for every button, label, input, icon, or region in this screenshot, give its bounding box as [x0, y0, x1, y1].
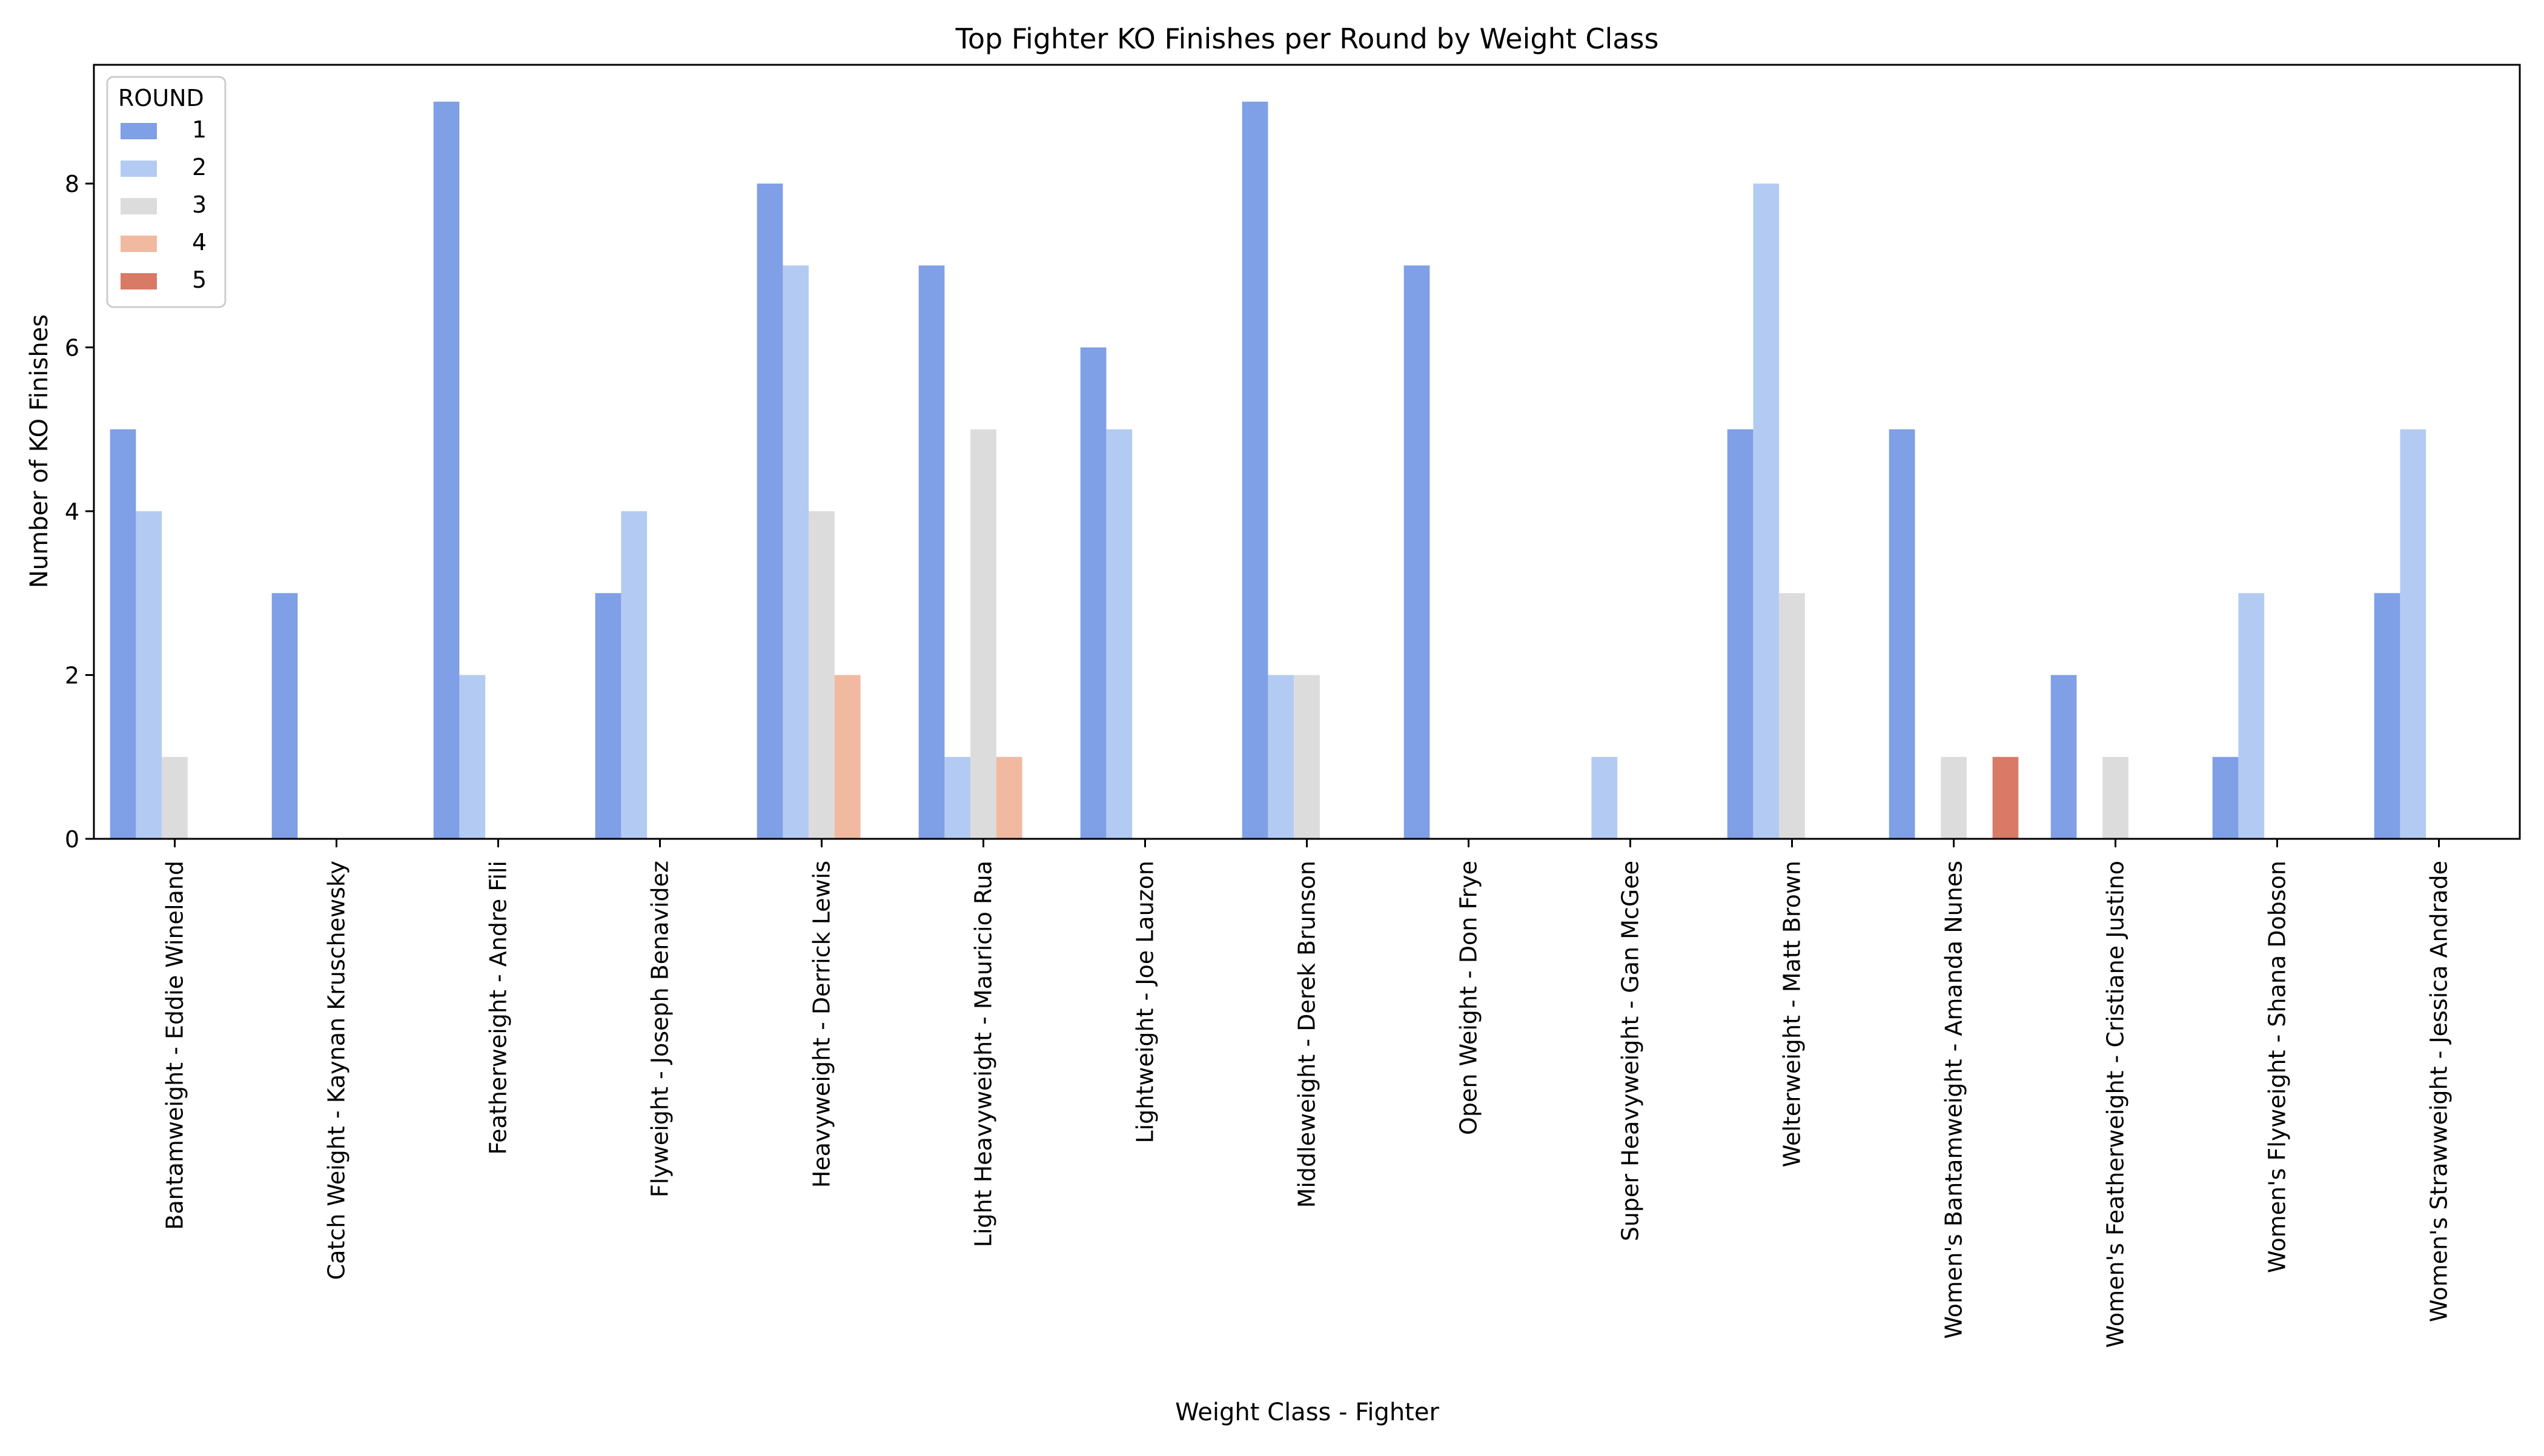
y-axis: 0 2 4 6 8 [65, 171, 94, 853]
legend-swatch-round-5 [121, 273, 157, 290]
bar-round-2-cat-5 [944, 756, 971, 839]
bar-round-1-cat-10 [1727, 429, 1754, 839]
bar-round-2-cat-0 [136, 511, 162, 839]
bar-round-1-cat-1 [271, 593, 298, 839]
x-axis-label: Weight Class - Fighter [1175, 1398, 1439, 1426]
x-tick-label: Super Heavyweight - Gan McGee [1617, 861, 1644, 1241]
bar-round-1-cat-14 [2374, 593, 2400, 839]
y-tick-label: 0 [65, 826, 79, 853]
bar-round-2-cat-2 [459, 675, 486, 839]
bar-round-1-cat-2 [433, 101, 460, 839]
y-axis-label: Number of KO Finishes [25, 314, 53, 588]
x-tick-label: Women's Bantamweight - Amanda Nunes [1941, 861, 1967, 1339]
bar-round-4-cat-5 [996, 756, 1022, 839]
bar-round-1-cat-13 [2212, 756, 2239, 839]
x-tick-label: Welterweight - Matt Brown [1779, 861, 1806, 1167]
bar-round-2-cat-14 [2400, 429, 2426, 839]
x-tick-label: Bantamweight - Eddie Wineland [162, 861, 188, 1230]
x-tick-label: Flyweight - Joseph Benavidez [647, 861, 674, 1197]
legend-label-round-1: 1 [192, 116, 207, 143]
bars-group [110, 101, 2426, 839]
bar-round-4-cat-4 [834, 675, 861, 839]
bar-round-3-cat-0 [162, 756, 188, 839]
legend-label-round-4: 4 [192, 229, 207, 256]
legend-label-round-5: 5 [192, 266, 207, 293]
bar-round-3-cat-5 [970, 429, 996, 839]
y-tick-label: 8 [65, 171, 79, 197]
bar-round-1-cat-8 [1403, 265, 1430, 839]
bar-round-1-cat-5 [918, 265, 945, 839]
bar-round-2-cat-4 [783, 265, 809, 839]
x-tick-label: Catch Weight - Kaynan Kruschewsky [323, 861, 350, 1280]
bar-round-1-cat-7 [1242, 101, 1268, 839]
legend-swatch-round-2 [121, 160, 157, 177]
x-tick-label: Open Weight - Don Frye [1456, 861, 1482, 1135]
bar-round-3-cat-4 [809, 511, 835, 839]
bar-round-1-cat-11 [1889, 429, 1915, 839]
legend-label-round-2: 2 [192, 154, 207, 180]
legend-swatch-round-4 [121, 236, 157, 252]
chart-title: Top Fighter KO Finishes per Round by Wei… [955, 22, 1659, 55]
x-tick-label: Women's Flyweight - Shana Dobson [2264, 861, 2291, 1273]
bar-round-5-cat-11 [1992, 756, 2019, 839]
x-axis: Bantamweight - Eddie Wineland Catch Weigh… [162, 839, 2453, 1348]
x-tick-label: Featherweight - Andre Fili [485, 861, 512, 1155]
x-tick-label: Middleweight - Derek Brunson [1294, 861, 1320, 1208]
x-tick-label: Women's Featherweight - Cristiane Justin… [2102, 861, 2129, 1348]
x-tick-label: Women's Strawweight - Jessica Andrade [2426, 861, 2453, 1322]
x-tick-label: Heavyweight - Derrick Lewis [809, 861, 835, 1188]
legend-title: ROUND [118, 85, 204, 111]
bar-round-3-cat-11 [1941, 756, 1967, 839]
bar-round-2-cat-7 [1268, 675, 1294, 839]
legend-label-round-3: 3 [192, 191, 207, 218]
y-tick-label: 2 [65, 663, 79, 689]
bar-round-2-cat-10 [1753, 184, 1780, 839]
x-tick-label: Light Heavyweight - Mauricio Rua [970, 861, 997, 1247]
bar-round-3-cat-10 [1779, 593, 1805, 839]
legend-swatch-round-3 [121, 198, 157, 214]
bar-round-1-cat-6 [1080, 347, 1107, 839]
legend: ROUND 1 2 3 4 5 [106, 76, 227, 308]
legend-swatch-round-1 [121, 123, 157, 139]
bar-round-2-cat-13 [2238, 593, 2265, 839]
x-tick-label: Lightweight - Joe Lauzon [1132, 861, 1159, 1143]
bar-round-3-cat-7 [1294, 675, 1320, 839]
legend-box [106, 76, 227, 308]
bar-round-1-cat-0 [110, 429, 136, 839]
bar-round-2-cat-9 [1591, 756, 1618, 839]
bar-round-2-cat-3 [621, 511, 648, 839]
y-tick-label: 6 [65, 335, 79, 362]
bar-round-1-cat-3 [595, 593, 621, 839]
bar-round-1-cat-4 [757, 184, 783, 839]
y-tick-label: 4 [65, 498, 79, 525]
bar-round-2-cat-6 [1106, 429, 1133, 839]
bar-round-3-cat-12 [2102, 756, 2128, 839]
plot-frame [93, 64, 2521, 840]
bar-round-1-cat-12 [2050, 675, 2077, 839]
